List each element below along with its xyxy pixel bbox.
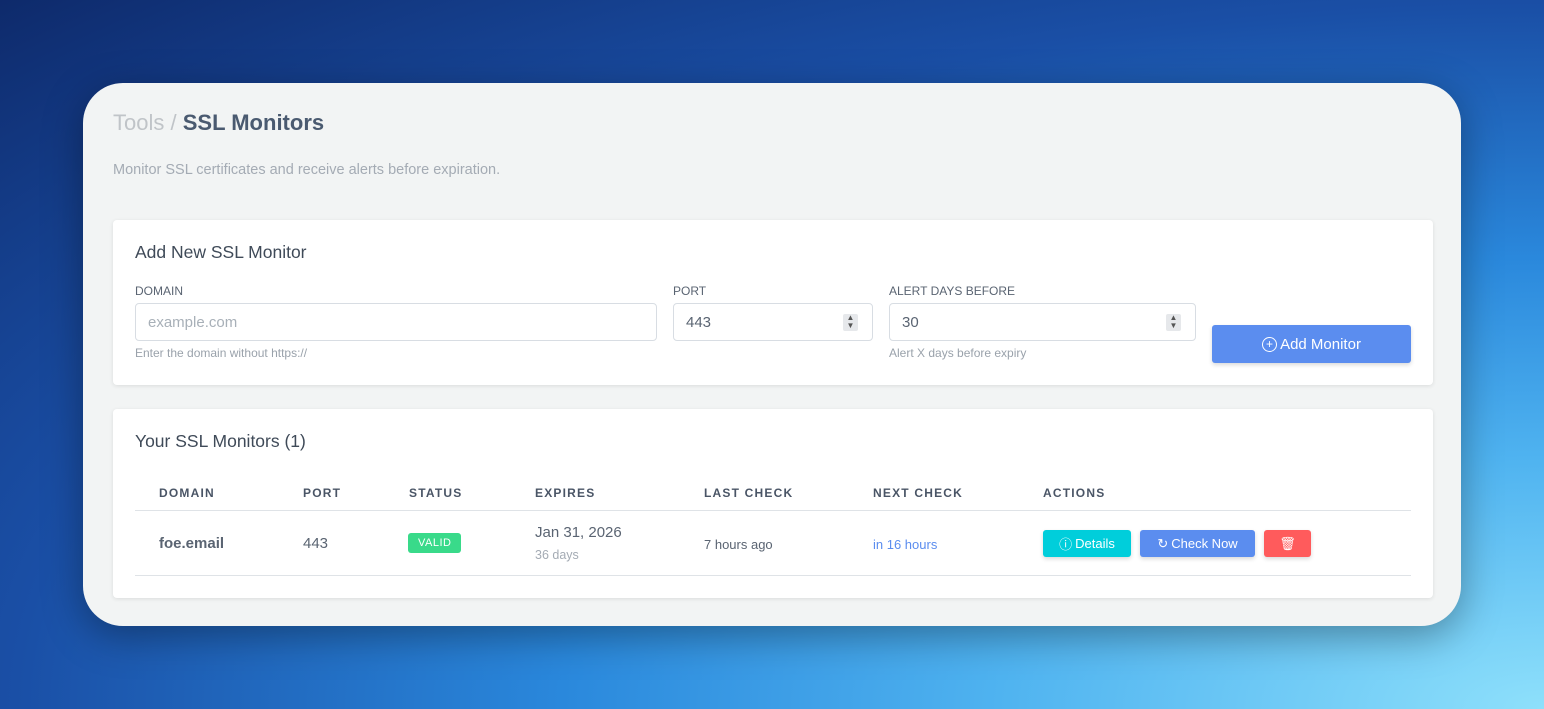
breadcrumb-parent[interactable]: Tools <box>113 110 165 135</box>
port-value: 443 <box>686 314 712 331</box>
page-subtitle: Monitor SSL certificates and receive ale… <box>113 162 501 178</box>
add-monitor-button[interactable]: + Add Monitor <box>1212 325 1411 363</box>
domain-cell: foe.email <box>159 535 225 552</box>
app-window: Tools / SSL Monitors Monitor SSL certifi… <box>83 83 1461 626</box>
column-header: PORT <box>303 486 342 500</box>
add-monitor-card: Add New SSL Monitor DOMAIN example.com E… <box>113 220 1433 385</box>
column-header: NEXT CHECK <box>873 486 964 500</box>
expires-in: 36 days <box>535 548 579 562</box>
column-header: EXPIRES <box>535 486 596 500</box>
port-cell: 443 <box>303 535 329 552</box>
add-monitor-label: Add Monitor <box>1280 335 1361 353</box>
breadcrumb-separator: / <box>170 110 177 135</box>
divider <box>135 510 1411 511</box>
divider <box>135 575 1411 576</box>
page-title: SSL Monitors <box>182 110 325 135</box>
details-button[interactable]: ⓘ Details <box>1043 530 1131 557</box>
check-now-label: Check Now <box>1171 536 1238 551</box>
alert-days-value: 30 <box>902 314 919 331</box>
domain-hint: Enter the domain without https:// <box>135 346 308 360</box>
details-label: Details <box>1075 536 1115 551</box>
alert-days-input[interactable]: 30 ▲ ▼ <box>889 303 1196 341</box>
plus-circle-icon: + <box>1262 336 1278 352</box>
delete-button[interactable]: 🗑 <box>1264 530 1311 557</box>
column-header: DOMAIN <box>159 486 215 500</box>
next-check-cell: in 16 hours <box>873 537 938 552</box>
status-badge: VALID <box>408 533 462 553</box>
check-now-button[interactable]: ↻ Check Now <box>1140 530 1255 557</box>
card-title: Your SSL Monitors (1) <box>135 431 306 451</box>
refresh-icon: ↻ <box>1157 535 1169 551</box>
stepper-icon[interactable]: ▲ ▼ <box>843 314 858 331</box>
domain-label: DOMAIN <box>135 284 183 298</box>
monitors-card: Your SSL Monitors (1) DOMAIN PORT STATUS… <box>113 409 1433 598</box>
column-header: STATUS <box>409 486 463 500</box>
expires-date: Jan 31, 2026 <box>535 524 622 541</box>
last-check-cell: 7 hours ago <box>704 537 773 552</box>
alert-days-hint: Alert X days before expiry <box>889 346 1027 360</box>
port-label: PORT <box>673 284 707 298</box>
card-title: Add New SSL Monitor <box>135 242 307 262</box>
port-input[interactable]: 443 ▲ ▼ <box>673 303 873 341</box>
column-header: LAST CHECK <box>704 486 794 500</box>
column-header: ACTIONS <box>1043 486 1106 500</box>
trash-icon: 🗑 <box>1279 535 1296 551</box>
stepper-icon[interactable]: ▲ ▼ <box>1166 314 1181 331</box>
domain-input[interactable]: example.com <box>135 303 657 341</box>
alert-days-label: ALERT DAYS BEFORE <box>889 284 1016 298</box>
breadcrumb: Tools / SSL Monitors <box>113 110 324 136</box>
info-icon: ⓘ <box>1059 537 1073 552</box>
